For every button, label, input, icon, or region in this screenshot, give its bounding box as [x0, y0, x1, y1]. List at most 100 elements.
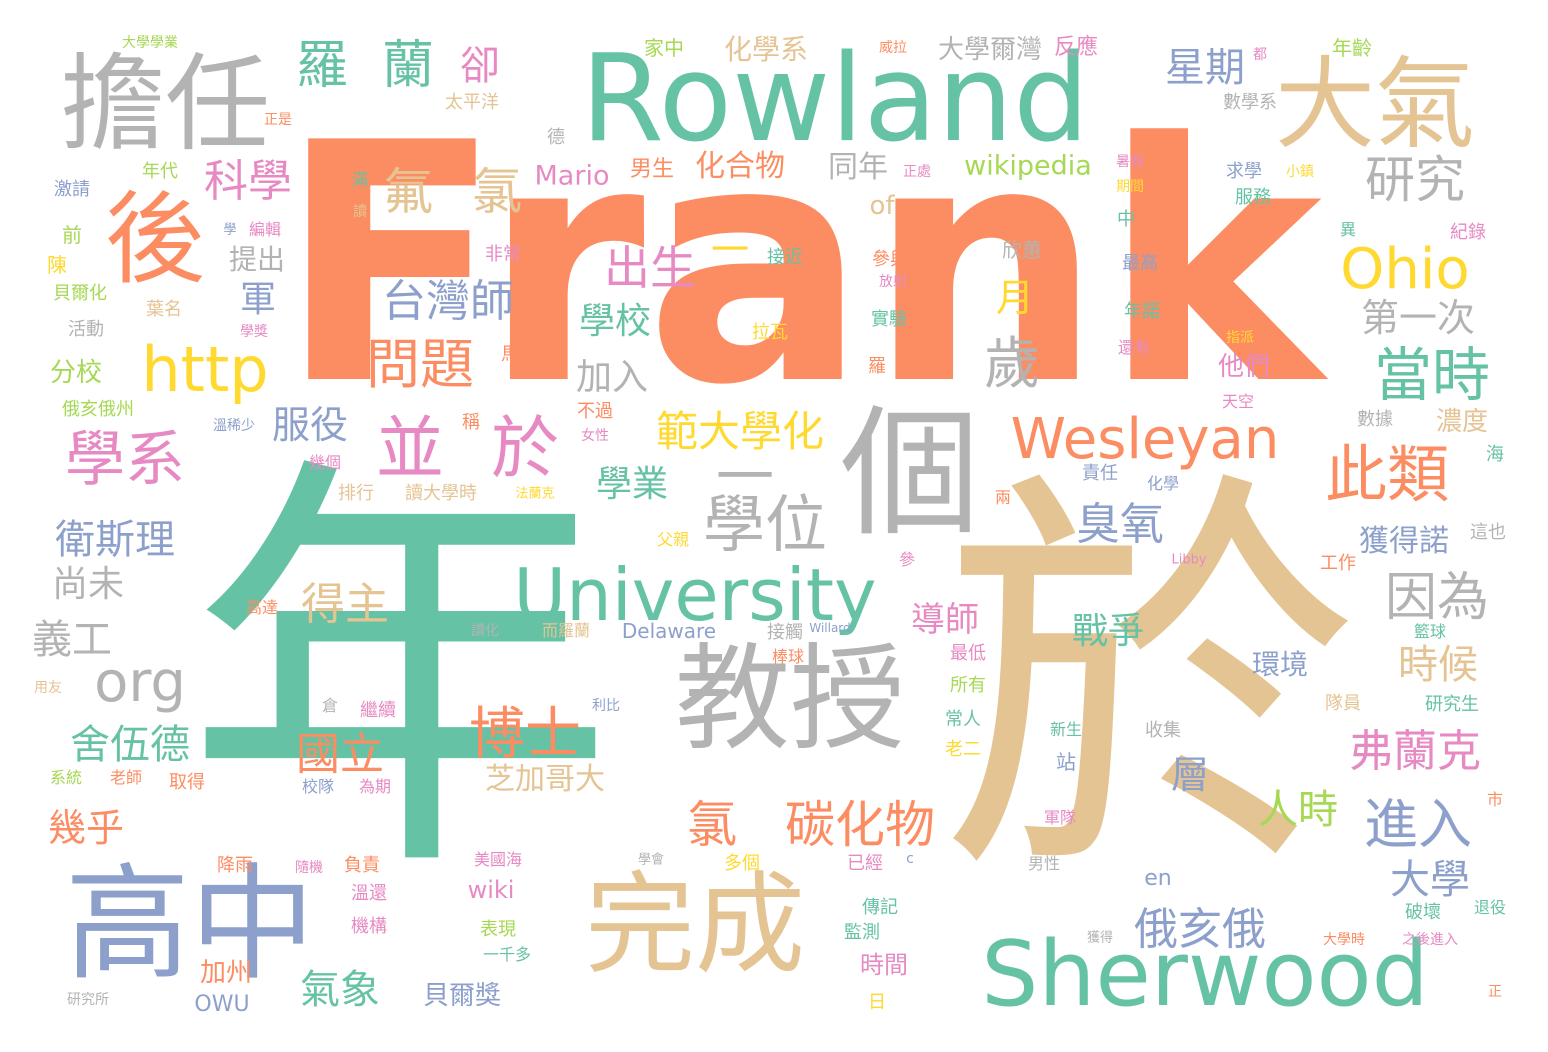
cloud-word: 年 [185, 425, 615, 925]
cloud-word: 最高 [1122, 253, 1158, 274]
cloud-word: 排行 [338, 483, 374, 504]
cloud-word: 義工 [32, 617, 112, 663]
cloud-word: 利比 [592, 698, 620, 714]
cloud-word: 環境 [1251, 648, 1309, 681]
cloud-word: 中 [1117, 209, 1135, 230]
cloud-word: 美國海 [473, 850, 523, 869]
cloud-word: 提出 [228, 243, 286, 276]
cloud-word: 溫還 [351, 883, 387, 904]
cloud-word: Frank [277, 73, 1323, 457]
cloud-word: 降雨 [217, 855, 253, 876]
cloud-word: 籃球 [1413, 622, 1447, 641]
cloud-word: 數據 [1357, 409, 1393, 430]
cloud-word: 參 [898, 550, 916, 569]
cloud-word: 參與 [872, 249, 908, 270]
cloud-word: 研究生 [1425, 694, 1479, 715]
cloud-word: 期間 [1116, 179, 1144, 195]
cloud-word: 校隊 [301, 777, 335, 796]
cloud-word: 為期 [358, 777, 392, 796]
cloud-word: 德 [547, 127, 565, 148]
cloud-word: 傳記 [862, 897, 898, 918]
cloud-word: 蘭 [381, 36, 435, 96]
cloud-word: 羅 [868, 356, 886, 377]
cloud-word: 不過 [577, 401, 613, 422]
cloud-word: 法蘭克 [515, 486, 555, 502]
cloud-word: 羅 [295, 36, 349, 96]
cloud-word: 這也 [1470, 522, 1506, 543]
cloud-word: 人時 [1258, 787, 1338, 833]
cloud-word: 指派 [1226, 330, 1254, 346]
cloud-word: 學位 [702, 488, 828, 561]
cloud-word: 時間 [860, 951, 908, 979]
cloud-word: 芝加哥大 [485, 762, 605, 797]
cloud-word: 讀化 [471, 623, 499, 639]
cloud-word: 高中 [65, 852, 315, 998]
cloud-word: 星期 [1165, 45, 1245, 91]
cloud-word: 活動 [68, 319, 104, 340]
cloud-word: 年代 [142, 161, 178, 182]
cloud-word: 稱 [462, 412, 480, 433]
cloud-word: 正 [1488, 984, 1502, 1000]
cloud-word: 擔任 [59, 43, 271, 166]
cloud-word: 範大學化 [655, 407, 825, 456]
cloud-word: 化學 [1146, 474, 1180, 493]
cloud-word: 負責 [344, 855, 380, 876]
cloud-word: 學校 [578, 301, 652, 342]
cloud-word: 而羅蘭 [541, 621, 591, 640]
cloud-word: 博士 [469, 702, 581, 767]
cloud-word: 氯 [472, 163, 522, 221]
cloud-word: 卻 [460, 43, 500, 89]
cloud-word: 出生 [604, 241, 696, 295]
cloud-word: 化合物 [695, 149, 785, 184]
cloud-word: wikipedia [964, 150, 1092, 182]
cloud-word: 正是 [264, 112, 292, 128]
cloud-word: 於 [490, 410, 560, 489]
cloud-word: 研究 [1365, 151, 1465, 209]
cloud-word: 第一次 [1360, 296, 1476, 340]
cloud-word: 加入 [575, 357, 649, 398]
cloud-word: 後 [105, 181, 205, 298]
cloud-word: 俄亥俄 [1134, 904, 1266, 955]
cloud-word: 滿 [351, 170, 369, 189]
cloud-word: 大學 [1390, 857, 1470, 903]
cloud-word: 天空 [1221, 392, 1255, 411]
cloud-word: 臭氧 [1076, 499, 1164, 550]
cloud-word: 兩 [994, 488, 1012, 507]
cloud-word: 倉 [321, 696, 339, 715]
cloud-word: 幾個 [308, 453, 342, 472]
cloud-word: Mario [534, 160, 610, 192]
cloud-word: 舍伍德 [70, 722, 190, 768]
cloud-word: 日 [868, 992, 886, 1013]
cloud-word: 獲得諾 [1359, 524, 1449, 559]
cloud-word: 年諾 [1124, 301, 1160, 322]
cloud-word: OWU [194, 992, 250, 1017]
cloud-word: 層 [1170, 753, 1210, 797]
cloud-word: 非常 [485, 244, 521, 265]
cloud-word: 市 [1486, 790, 1504, 809]
cloud-word: 一 [710, 228, 750, 272]
cloud-word: 讀 [353, 204, 367, 220]
cloud-word: http [141, 333, 269, 406]
cloud-word: 表現 [480, 919, 516, 940]
cloud-word: 葉名 [146, 299, 182, 320]
cloud-word: 導師 [911, 600, 979, 640]
cloud-word: 破壞 [1405, 902, 1441, 923]
cloud-word: 反應 [1053, 35, 1099, 60]
cloud-word: 弗蘭克 [1349, 726, 1481, 777]
cloud-word: 多個 [724, 853, 760, 874]
cloud-word: 幾乎 [47, 806, 125, 850]
cloud-word: 太平洋 [445, 92, 499, 113]
cloud-word: 編輯 [248, 220, 282, 239]
cloud-word: 濃度 [1435, 407, 1489, 437]
cloud-word: 陳 [47, 253, 67, 277]
cloud-word: Rowland [580, 30, 1090, 169]
cloud-word: 學業 [595, 464, 669, 505]
cloud-word: 進入 [1364, 793, 1472, 856]
cloud-word: 父親 [656, 530, 690, 549]
cloud-word: 都 [1253, 47, 1267, 63]
cloud-word: 服役 [271, 403, 349, 447]
cloud-word: 獲得 [1086, 930, 1114, 946]
cloud-word: 貝爾化 [53, 283, 107, 304]
cloud-word: 並 [375, 410, 445, 489]
